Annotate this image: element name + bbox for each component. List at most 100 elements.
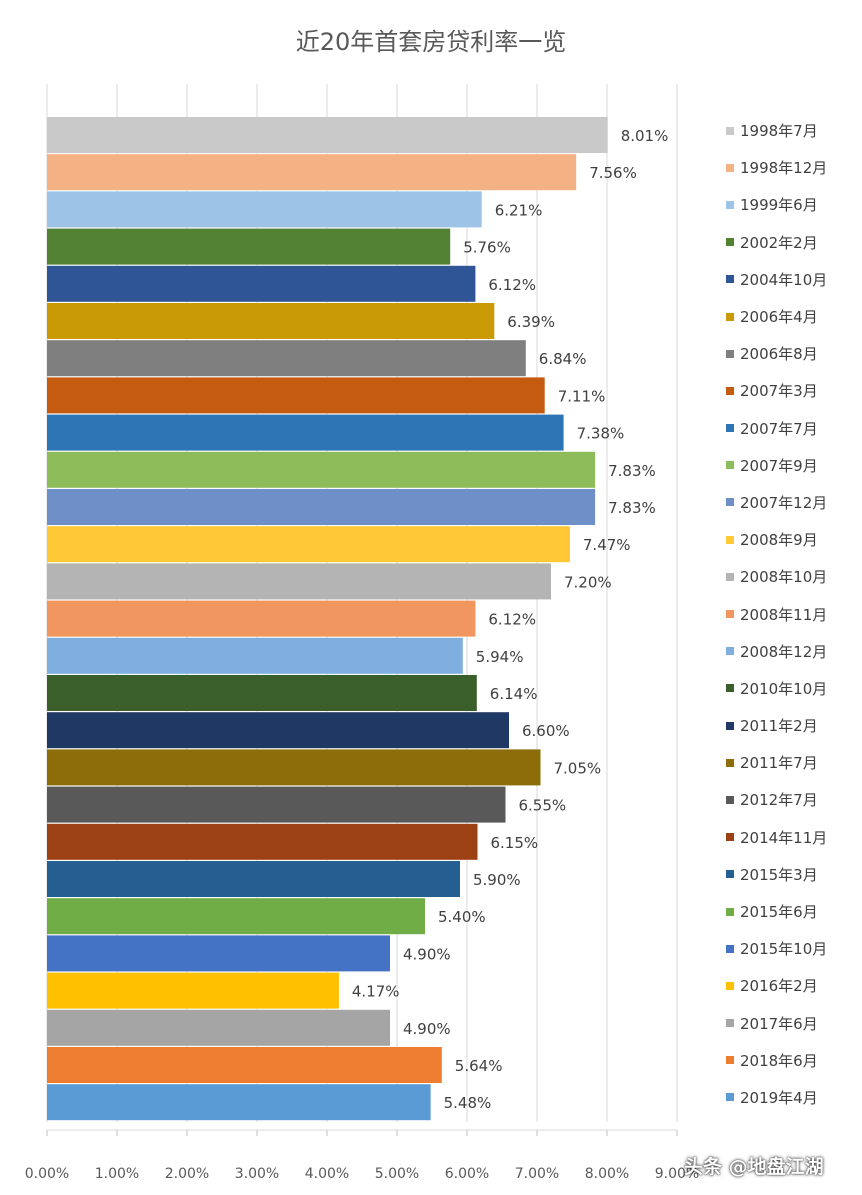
legend-swatch	[726, 349, 734, 358]
data-label: 7.56%	[589, 164, 637, 182]
legend-item: 2002年2月	[712, 224, 862, 261]
legend-item: 2015年6月	[712, 893, 862, 930]
x-tick-label: 5.00%	[375, 1166, 419, 1182]
legend-swatch	[726, 461, 734, 470]
legend-label: 2015年6月	[740, 903, 818, 922]
bar	[47, 861, 460, 897]
legend-label: 2006年4月	[740, 308, 818, 327]
data-label: 6.21%	[495, 201, 543, 219]
data-label: 6.84%	[539, 350, 587, 368]
legend-swatch	[726, 1093, 734, 1102]
legend-item: 2010年10月	[712, 670, 862, 707]
bar	[47, 935, 390, 972]
legend-item: 2007年12月	[712, 484, 862, 521]
bar	[47, 712, 509, 749]
chart-title: 近20年首套房贷利率一览	[295, 28, 567, 56]
legend-label: 2002年2月	[740, 233, 818, 252]
bar	[47, 340, 526, 377]
data-label: 7.20%	[564, 573, 612, 591]
data-label: 8.01%	[621, 127, 669, 145]
legend-swatch	[726, 1056, 734, 1065]
data-label: 5.76%	[463, 239, 511, 257]
legend-item: 2018年6月	[712, 1042, 862, 1079]
bar	[47, 228, 451, 265]
legend-swatch	[726, 572, 734, 581]
legend-item: 2014年11月	[712, 819, 862, 856]
legend-swatch	[726, 312, 734, 321]
watermark: 头条 @地盘江湖	[684, 1156, 824, 1178]
data-label: 5.90%	[473, 871, 521, 889]
legend-swatch	[726, 610, 734, 619]
bar	[47, 749, 541, 786]
bar	[47, 637, 463, 674]
data-label: 6.55%	[519, 797, 567, 815]
legend-item: 2006年4月	[712, 298, 862, 335]
x-tick-label: 2.00%	[165, 1166, 209, 1182]
legend-label: 2007年3月	[740, 382, 818, 401]
data-label: 4.90%	[403, 945, 451, 963]
bar	[47, 1047, 442, 1083]
legend-item: 2015年3月	[712, 856, 862, 893]
legend-item: 1998年7月	[712, 112, 862, 149]
legend-swatch	[726, 424, 734, 433]
legend-label: 1998年12月	[740, 159, 828, 178]
bar	[47, 675, 477, 711]
legend-item: 2008年12月	[712, 633, 862, 670]
legend-swatch	[726, 795, 734, 804]
legend-label: 2011年7月	[740, 754, 818, 773]
legend-item: 1998年12月	[712, 149, 862, 186]
legend-swatch	[726, 981, 734, 990]
legend-swatch	[726, 870, 734, 879]
legend-swatch	[726, 684, 734, 693]
legend-label: 2008年12月	[740, 642, 828, 661]
data-label: 7.83%	[608, 499, 656, 517]
legend-label: 2015年10月	[740, 940, 828, 959]
data-label: 7.11%	[558, 387, 606, 405]
bar	[47, 191, 482, 228]
legend-item: 2012年7月	[712, 781, 862, 818]
legend-swatch	[726, 386, 734, 395]
legend-label: 2006年8月	[740, 345, 818, 364]
data-label: 7.47%	[583, 536, 631, 554]
bar	[47, 377, 545, 414]
legend-item: 1999年6月	[712, 186, 862, 223]
legend-item: 2007年3月	[712, 372, 862, 409]
legend-swatch	[726, 238, 734, 247]
legend-label: 2007年9月	[740, 456, 818, 475]
legend-swatch	[726, 200, 734, 209]
bar	[47, 1009, 390, 1046]
bar	[47, 303, 495, 339]
bars	[47, 117, 608, 1121]
legend-swatch	[726, 275, 734, 284]
legend-swatch	[726, 535, 734, 544]
legend-label: 2014年11月	[740, 828, 828, 847]
legend-label: 1998年7月	[740, 122, 818, 141]
data-label: 6.12%	[488, 276, 536, 294]
data-labels: 8.01% 7.56% 6.21% 5.76% 6.12% 6.39% 6.84% 7.11%…	[352, 127, 668, 1112]
legend-label: 2004年10月	[740, 270, 828, 289]
x-tick-label: 9.00%	[655, 1166, 699, 1182]
legend-label: 2007年12月	[740, 493, 828, 512]
legend-label: 2016年2月	[740, 977, 818, 996]
x-tick-label: 4.00%	[305, 1166, 349, 1182]
legend-item: 2016年2月	[712, 967, 862, 1004]
x-tick-label: 6.00%	[445, 1166, 489, 1182]
data-label: 4.17%	[352, 983, 400, 1001]
bar	[47, 972, 339, 1009]
x-tick-label: 8.00%	[585, 1166, 629, 1182]
legend-swatch	[726, 498, 734, 507]
data-label: 6.14%	[490, 685, 538, 703]
legend-swatch	[726, 944, 734, 953]
data-label: 7.38%	[577, 425, 625, 443]
legend: 1998年7月 1998年12月 1999年6月 2002年2月 2004年10月 200…	[712, 112, 862, 1116]
legend-label: 2018年6月	[740, 1051, 818, 1070]
data-label: 5.40%	[438, 908, 486, 926]
legend-swatch	[726, 758, 734, 767]
bar	[47, 600, 476, 637]
legend-item: 2008年9月	[712, 521, 862, 558]
data-label: 5.48%	[444, 1094, 492, 1112]
bar	[47, 526, 570, 563]
legend-swatch	[726, 163, 734, 172]
legend-swatch	[726, 1019, 734, 1028]
legend-item: 2006年8月	[712, 335, 862, 372]
